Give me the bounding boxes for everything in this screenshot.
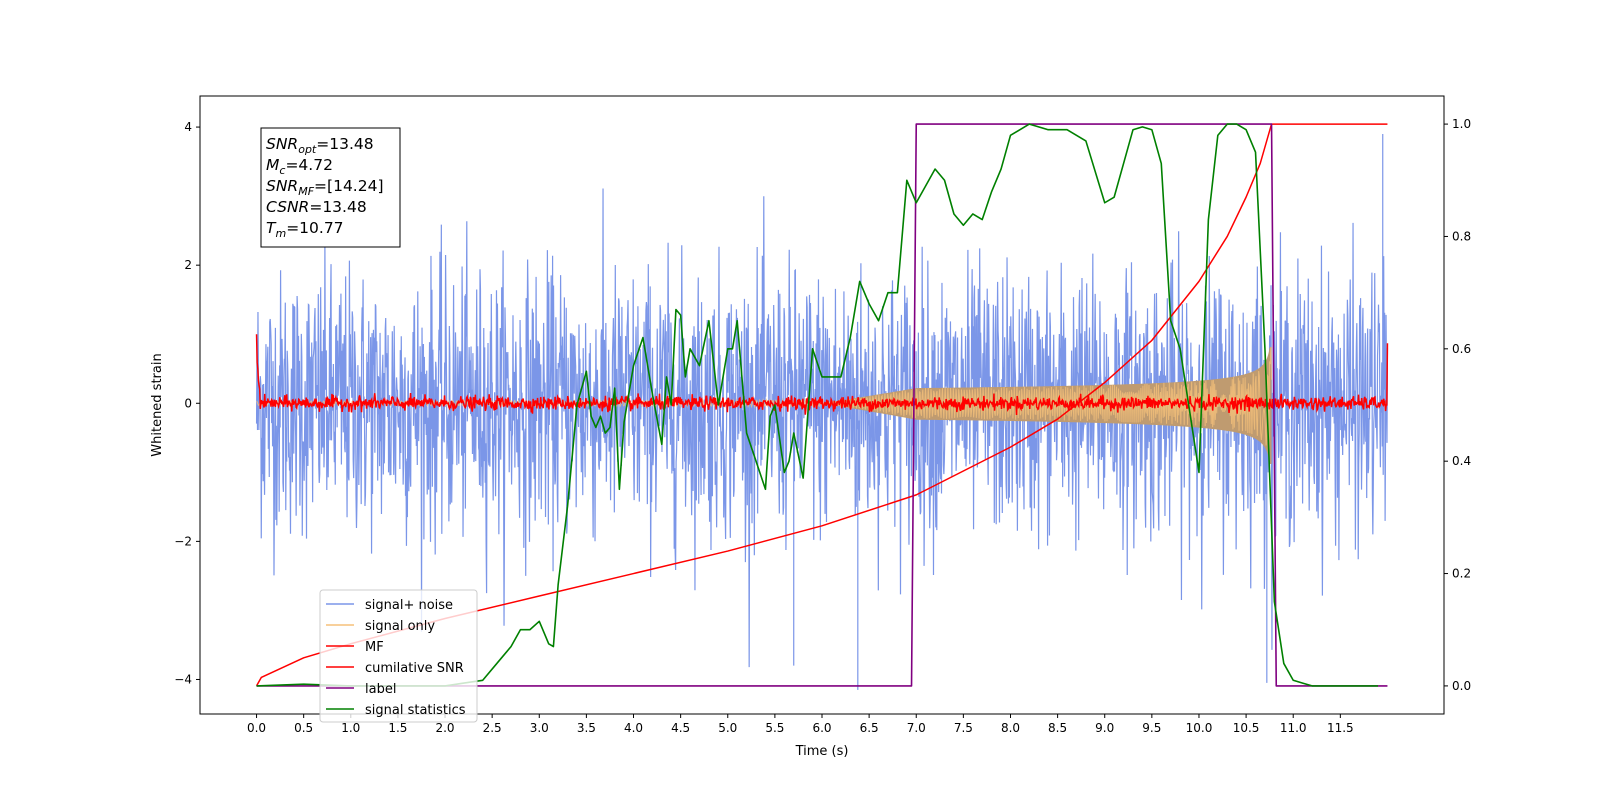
y2-tick-label: 0.6 (1452, 342, 1471, 356)
legend-item-cumilative-snr: cumilative SNR (326, 661, 464, 676)
x-tick-label: 3.0 (530, 721, 549, 735)
x-tick-label: 1.0 (341, 721, 360, 735)
stats-csnr: CSNR=13.48 (266, 198, 367, 216)
series-signal-statistics (256, 123, 1379, 687)
series-label (256, 123, 1388, 687)
svg-text:label: label (365, 682, 396, 697)
x-tick-label: 4.0 (624, 721, 643, 735)
legend-item-signal-only: signal only (326, 619, 435, 634)
x-tick-label: 5.0 (718, 721, 737, 735)
stats-snr-mf: SNRMF=[14.24] (266, 177, 384, 198)
x-tick-label: 4.5 (671, 721, 690, 735)
y2-tick-label: 0.2 (1452, 567, 1471, 581)
x-tick-label: 8.0 (1001, 721, 1020, 735)
y-tick-label: −4 (174, 672, 192, 686)
x-tick-label: 7.0 (907, 721, 926, 735)
legend-item-mf: MF (326, 640, 384, 655)
stats-snr-opt: SNRopt=13.48 (266, 135, 374, 156)
x-tick-label: 3.5 (577, 721, 596, 735)
y-tick-label: 4 (184, 120, 192, 134)
svg-text:signal+ noise: signal+ noise (365, 598, 453, 613)
x-tick-label: 2.5 (483, 721, 502, 735)
axes: 0.0 0.5 1.0 1.5 2.0 2.5 3.0 3.5 4.0 4.5 5.0 5.5 6.0 6… (174, 117, 1471, 735)
legend-item-signal-noise: signal+ noise (326, 598, 453, 613)
x-tick-label: 10.5 (1233, 721, 1260, 735)
y-axis-label: Whitened strain (150, 353, 165, 456)
legend-item-label: label (326, 682, 396, 697)
x-tick-label: 0.0 (247, 721, 266, 735)
x-tick-label: 0.5 (294, 721, 313, 735)
x-axis-label: Time (s) (795, 744, 849, 759)
x-tick-label: 10.0 (1186, 721, 1213, 735)
y2-tick-label: 1.0 (1452, 117, 1471, 131)
x-tick-label: 1.5 (388, 721, 407, 735)
x-tick-label: 6.5 (860, 721, 879, 735)
y2-tick-label: 0.4 (1452, 454, 1471, 468)
stats-tm: Tm=10.77 (266, 219, 344, 240)
x-tick-label: 9.5 (1142, 721, 1161, 735)
stats-mc: Mc=4.72 (266, 156, 333, 177)
x-tick-label: 2.0 (435, 721, 454, 735)
legend-item-signal-statistics: signal statistics (326, 703, 466, 718)
svg-text:MF: MF (365, 640, 384, 655)
x-tick-label: 8.5 (1048, 721, 1067, 735)
x-tick-label: 9.0 (1095, 721, 1114, 735)
legend-box (319, 589, 478, 723)
svg-text:signal only: signal only (365, 619, 435, 634)
y-tick-label: 2 (184, 258, 192, 272)
x-tick-label: 5.5 (765, 721, 784, 735)
y-tick-label: −2 (174, 534, 192, 548)
series-mf (255, 334, 1389, 415)
plot-area (255, 123, 1389, 690)
x-tick-label: 11.0 (1280, 721, 1307, 735)
stats-box: SNRopt=13.48 Mc=4.72 SNRMF=[14.24] CSNR=… (260, 127, 401, 248)
x-tick-label: 11.5 (1327, 721, 1354, 735)
svg-text:signal statistics: signal statistics (365, 703, 466, 718)
x-tick-label: 6.0 (812, 721, 831, 735)
svg-text:cumilative SNR: cumilative SNR (365, 661, 464, 676)
legend: signal+ noise signal only MF cumilative … (319, 589, 478, 723)
y2-tick-label: 0.0 (1452, 679, 1471, 693)
x-tick-label: 7.5 (954, 721, 973, 735)
y2-tick-label: 0.8 (1452, 229, 1471, 243)
y-tick-label: 0 (184, 396, 192, 410)
